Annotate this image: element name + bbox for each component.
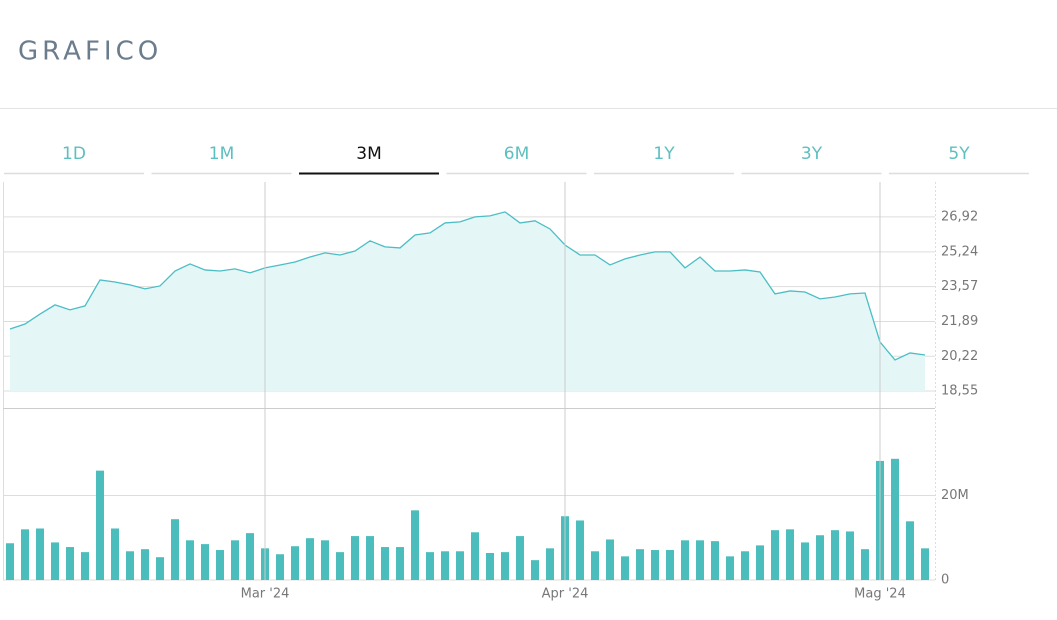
volume-bar xyxy=(576,520,584,580)
volume-bar xyxy=(351,536,359,580)
volume-bar xyxy=(21,529,29,580)
volume-bar xyxy=(111,528,119,580)
volume-bar xyxy=(621,556,629,580)
volume-bar xyxy=(141,549,149,580)
volume-bar xyxy=(246,533,254,580)
volume-bar xyxy=(606,539,614,580)
volume-bar xyxy=(741,551,749,580)
volume-bar xyxy=(756,545,764,580)
y-tick-label: 26,92 xyxy=(941,209,978,224)
tab[interactable]: 1M xyxy=(209,144,234,164)
page-title: GRAFICO xyxy=(18,37,162,67)
area xyxy=(10,211,925,391)
volume-bar xyxy=(711,541,719,580)
volume-bar xyxy=(786,529,794,580)
volume-bar xyxy=(186,540,194,580)
volume-bar xyxy=(321,540,329,580)
volume-bar xyxy=(531,560,539,580)
volume-bar xyxy=(36,528,44,580)
volume-bar xyxy=(546,548,554,580)
volume-bar xyxy=(216,550,224,580)
volume-bar xyxy=(816,535,824,580)
volume-bar xyxy=(201,544,209,580)
volume-bar xyxy=(276,554,284,580)
x-tick-label: Mag '24 xyxy=(854,587,906,602)
y-tick-label: 25,24 xyxy=(941,244,978,259)
volume-bar xyxy=(681,540,689,580)
volume-bar xyxy=(831,530,839,580)
volume-bar xyxy=(846,531,854,580)
tab[interactable]: 3M xyxy=(356,144,381,164)
volume-bar xyxy=(486,552,494,580)
y-tick-label: 21,89 xyxy=(941,314,978,329)
volume-bar xyxy=(171,519,179,580)
volume-bar xyxy=(771,530,779,580)
volume-bar xyxy=(66,547,74,580)
volume-bar xyxy=(801,542,809,580)
y-tick-label: 20,22 xyxy=(941,349,978,364)
y-tick-label: 18,55 xyxy=(941,384,978,399)
volume-bar xyxy=(921,548,929,580)
volume-bar xyxy=(456,551,464,580)
tab[interactable]: 1Y xyxy=(653,144,675,164)
y-tick-label: 23,57 xyxy=(941,279,978,294)
volume-bar xyxy=(396,547,404,580)
volume-bar xyxy=(126,551,134,580)
volume-bar xyxy=(381,547,389,580)
volume-bar xyxy=(651,550,659,580)
volume-bar xyxy=(666,550,674,580)
tab[interactable]: 3Y xyxy=(801,144,823,164)
x-tick-label: Mar '24 xyxy=(241,587,290,602)
volume-bar xyxy=(6,543,14,580)
volume-bar xyxy=(471,532,479,580)
volume-bar xyxy=(891,458,899,580)
volume-bar xyxy=(426,552,434,580)
volume-bar xyxy=(411,510,419,580)
x-tick-label: Apr '24 xyxy=(542,587,589,602)
tab[interactable]: 6M xyxy=(504,144,529,164)
volume-bar xyxy=(306,538,314,580)
volume-bar xyxy=(696,540,704,580)
volume-bar xyxy=(516,536,524,580)
volume-bar xyxy=(906,521,914,580)
volume-bar xyxy=(336,552,344,580)
tab[interactable]: 5Y xyxy=(948,144,970,164)
volume-bar xyxy=(81,552,89,580)
volume-bar xyxy=(156,557,164,580)
volume-bar xyxy=(441,551,449,580)
volume-bar xyxy=(366,536,374,580)
y-tick-label: 0 xyxy=(941,573,949,588)
y-tick-label: 20M xyxy=(941,488,969,503)
volume-bar xyxy=(51,542,59,580)
volume-bar xyxy=(231,540,239,580)
volume-bar xyxy=(501,552,509,580)
volume-bar xyxy=(726,556,734,580)
tab[interactable]: 1D xyxy=(62,144,86,164)
volume-bar xyxy=(96,470,104,580)
volume-bar xyxy=(636,549,644,580)
volume-bar xyxy=(291,546,299,580)
volume-bar xyxy=(591,551,599,580)
price-line xyxy=(9,211,926,361)
volume-bar xyxy=(861,549,869,580)
